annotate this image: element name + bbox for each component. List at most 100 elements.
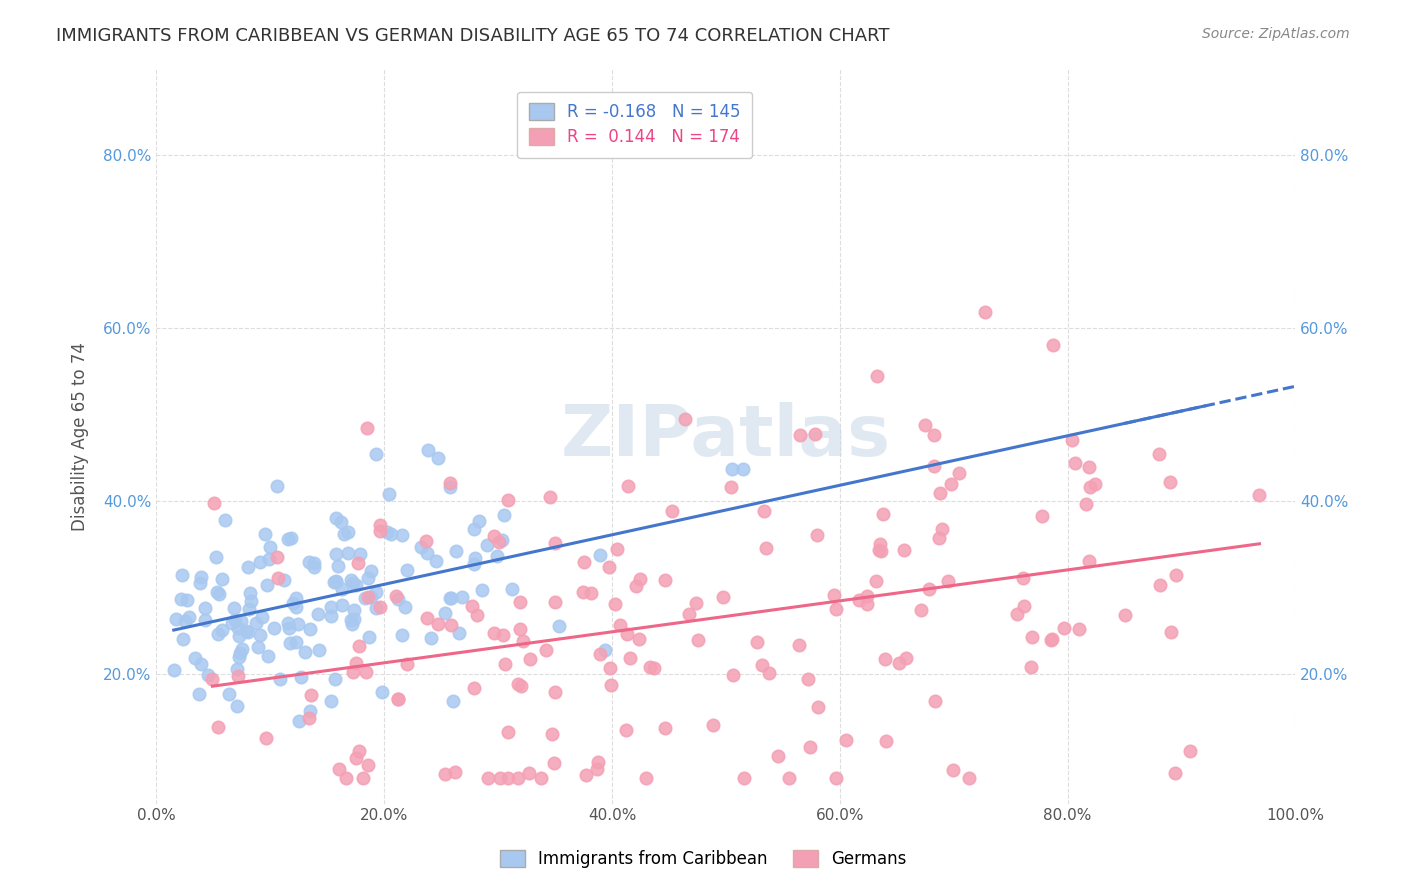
Point [465,607,488,622]
Point [218,687,240,701]
Point [1074,498,1097,512]
Point [343,612,366,626]
Point [387,692,409,706]
Point [257,649,280,664]
Point [758,665,780,680]
Point [1078,554,1101,568]
Point [385,590,408,604]
Point [1084,477,1107,491]
Point [188,576,211,591]
Point [280,531,302,545]
Point [488,535,510,549]
Point [298,711,321,725]
Point [614,723,637,737]
Point [766,749,789,764]
Point [170,591,193,606]
Point [344,656,367,670]
Point [572,556,595,570]
Point [425,554,447,568]
Point [354,591,377,606]
Point [1147,447,1170,461]
Point [1149,578,1171,592]
Point [377,487,399,501]
Point [870,544,893,558]
Point [588,755,610,769]
Point [509,623,531,637]
Point [253,527,276,541]
Legend: R = -0.168   N = 145, R =  0.144   N = 174: R = -0.168 N = 145, R = 0.144 N = 174 [517,92,752,158]
Point [347,744,370,758]
Point [357,571,380,585]
Point [893,543,915,558]
Point [446,544,468,558]
Point [471,583,494,598]
Point [586,762,609,776]
Point [1040,632,1063,646]
Point [441,694,464,708]
Point [468,514,491,528]
Point [673,412,696,426]
Point [803,426,825,441]
Point [463,522,485,536]
Point [496,771,519,785]
Point [439,475,461,490]
Point [415,534,437,549]
Point [799,740,821,755]
Point [368,600,391,615]
Point [434,606,457,620]
Point [624,579,647,593]
Point [395,564,418,578]
Point [290,670,312,684]
Point [745,635,768,649]
Point [184,651,207,665]
Point [835,732,858,747]
Point [440,591,463,605]
Point [224,600,246,615]
Point [1012,571,1035,585]
Point [205,550,228,565]
Point [287,617,309,632]
Point [391,628,413,642]
Point [1039,632,1062,647]
Point [866,369,889,384]
Point [323,574,346,589]
Text: IMMIGRANTS FROM CARIBBEAN VS GERMAN DISABILITY AGE 65 TO 74 CORRELATION CHART: IMMIGRANTS FROM CARIBBEAN VS GERMAN DISA… [56,27,890,45]
Point [477,771,499,785]
Point [519,652,541,666]
Point [872,508,894,522]
Point [325,574,347,589]
Point [543,756,565,770]
Point [340,573,363,587]
Point [235,624,257,638]
Point [948,467,970,481]
Point [325,575,347,590]
Point [380,527,402,541]
Point [336,546,359,560]
Point [616,627,638,641]
Point [337,524,360,539]
Point [325,547,347,561]
Point [931,522,953,536]
Point [634,771,657,785]
Point [360,590,382,604]
Point [228,629,250,643]
Point [643,661,665,675]
Point [1067,622,1090,636]
Point [654,573,676,587]
Point [575,767,598,781]
Point [1053,621,1076,635]
Point [411,541,433,555]
Point [1163,766,1185,780]
Point [208,587,231,601]
Point [720,480,742,494]
Point [308,643,330,657]
Point [418,443,440,458]
Point [778,771,800,785]
Point [170,568,193,582]
Point [1012,599,1035,614]
Point [294,644,316,658]
Point [924,693,946,707]
Point [349,547,371,561]
Point [599,661,621,675]
Point [506,676,529,690]
